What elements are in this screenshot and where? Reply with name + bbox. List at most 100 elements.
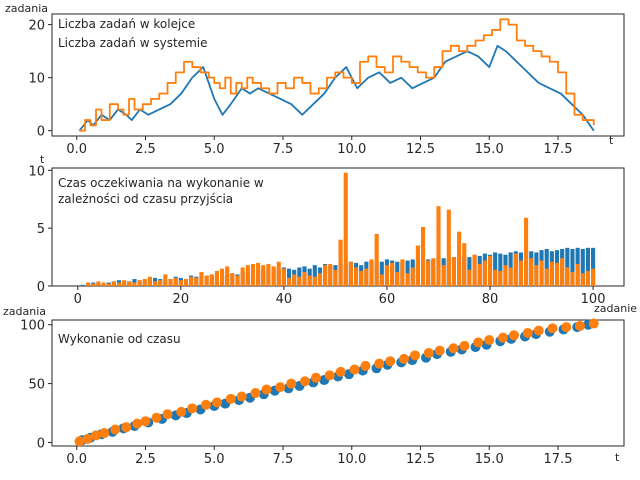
orange-point bbox=[459, 340, 470, 351]
panel3-xtick-label: 7.5 bbox=[273, 452, 294, 467]
panel3-xlabel: t bbox=[615, 451, 620, 464]
panel3-xtick-label: 12.5 bbox=[406, 452, 435, 467]
orange-bar bbox=[96, 281, 101, 286]
orange-bar bbox=[426, 260, 431, 286]
orange-bar bbox=[116, 282, 122, 286]
panel1-xtick-label: 2.5 bbox=[135, 142, 156, 157]
orange-bar bbox=[286, 277, 292, 286]
blue-bar bbox=[286, 268, 292, 286]
blue-bar bbox=[565, 247, 570, 286]
orange-point bbox=[360, 360, 371, 371]
blue-bar bbox=[580, 248, 585, 286]
orange-bar bbox=[209, 274, 214, 286]
orange-bar bbox=[580, 273, 585, 286]
orange-bar bbox=[343, 172, 348, 286]
orange-bar bbox=[395, 272, 400, 286]
completion-chart: zadania t 0.0 2.5 5.0 7.5 10.0 12.5 15.0 17.5 0 5… bbox=[3, 305, 625, 467]
orange-point bbox=[448, 343, 459, 354]
orange-bar bbox=[379, 274, 384, 286]
orange-point bbox=[509, 330, 519, 341]
orange-bar bbox=[369, 259, 374, 286]
panel2-ytick-label: 5 bbox=[37, 222, 45, 237]
orange-bar bbox=[153, 281, 158, 286]
panel3-frame bbox=[51, 319, 625, 447]
orange-point bbox=[140, 416, 151, 427]
panel2-ytick-label: 10 bbox=[28, 164, 45, 179]
orange-bar bbox=[245, 265, 250, 286]
orange-point bbox=[547, 323, 558, 334]
orange-bar bbox=[513, 253, 518, 286]
orange-bar bbox=[297, 276, 302, 286]
blue-bar bbox=[591, 247, 596, 286]
orange-bar bbox=[183, 279, 189, 286]
orange-bar bbox=[199, 272, 204, 286]
panel2-plot-area: 0 20 40 60 80 100 0 5 10 bbox=[28, 164, 625, 307]
orange-bar bbox=[328, 264, 333, 286]
panel2-xtick-label: 40 bbox=[276, 292, 293, 307]
orange-bar bbox=[168, 279, 173, 286]
blue-bar bbox=[379, 261, 384, 286]
orange-bar bbox=[498, 270, 503, 286]
orange-bar bbox=[554, 262, 560, 286]
orange-bar bbox=[384, 265, 390, 286]
orange-bar bbox=[292, 274, 297, 286]
orange-bar bbox=[467, 269, 472, 286]
orange-point bbox=[561, 322, 572, 333]
orange-bar bbox=[158, 280, 163, 286]
panel3-ytick-label: 50 bbox=[28, 378, 45, 393]
orange-bar bbox=[127, 281, 132, 286]
panel1-ylabel: zadania bbox=[5, 2, 48, 15]
orange-point bbox=[74, 436, 85, 447]
orange-point bbox=[374, 358, 385, 369]
panel1-legend: Liczba zadań w kolejce Liczba zadań w sy… bbox=[58, 17, 207, 50]
panel1-xtick-label: 15.0 bbox=[475, 142, 504, 157]
panel1-xtick-label: 5.0 bbox=[204, 142, 225, 157]
orange-bar bbox=[400, 259, 405, 286]
panel3-ylabel: zadania bbox=[3, 305, 46, 318]
blue-bar bbox=[312, 265, 317, 286]
orange-bar bbox=[132, 282, 137, 286]
panel3-xtick-label: 5.0 bbox=[204, 452, 225, 467]
orange-bar bbox=[348, 261, 353, 286]
orange-bar bbox=[390, 262, 395, 286]
panel1-plot-area: 0.0 2.5 5.0 7.5 10.0 12.5 15.0 17.5 0 10 20 bbox=[28, 13, 625, 157]
panel2-ytick-label: 0 bbox=[37, 280, 45, 295]
orange-bar bbox=[312, 276, 317, 286]
panel3-xtick-label: 17.5 bbox=[544, 452, 573, 467]
panel3-plot-area: 0.0 2.5 5.0 7.5 10.0 12.5 15.0 17.5 0 50 100 bbox=[20, 318, 625, 467]
panel1-xlabel: t bbox=[609, 134, 614, 147]
orange-bar bbox=[189, 276, 194, 286]
orange-bar bbox=[137, 280, 142, 286]
blue-bar bbox=[493, 252, 498, 286]
orange-bar bbox=[544, 268, 549, 286]
legend-entry-system: Liczba zadań w systemie bbox=[58, 36, 207, 50]
orange-bar bbox=[178, 280, 183, 286]
orange-bar bbox=[147, 276, 152, 286]
orange-bar bbox=[225, 266, 230, 286]
blue-bar bbox=[498, 253, 503, 286]
panel3-ytick-label: 0 bbox=[37, 436, 45, 451]
panel1-xtick-label: 12.5 bbox=[406, 142, 435, 157]
orange-point bbox=[473, 337, 484, 348]
panel2-xtick-label: 0 bbox=[74, 292, 82, 307]
orange-bar bbox=[410, 267, 415, 286]
orange-point bbox=[132, 418, 143, 429]
orange-point bbox=[533, 325, 544, 336]
orange-point bbox=[162, 409, 173, 420]
orange-point bbox=[225, 393, 236, 404]
orange-bar bbox=[194, 277, 199, 286]
orange-bar bbox=[122, 280, 127, 286]
system-line bbox=[79, 18, 595, 132]
orange-bar bbox=[353, 267, 359, 286]
orange-bar bbox=[106, 283, 111, 286]
blue-bar bbox=[570, 248, 575, 286]
orange-bar bbox=[570, 272, 575, 286]
panel3-xtick-label: 15.0 bbox=[475, 452, 504, 467]
orange-bar bbox=[585, 270, 590, 286]
orange-point bbox=[385, 356, 396, 367]
orange-point bbox=[588, 318, 599, 329]
orange-bar bbox=[261, 265, 266, 286]
orange-point bbox=[99, 428, 110, 439]
orange-bar bbox=[462, 243, 467, 286]
